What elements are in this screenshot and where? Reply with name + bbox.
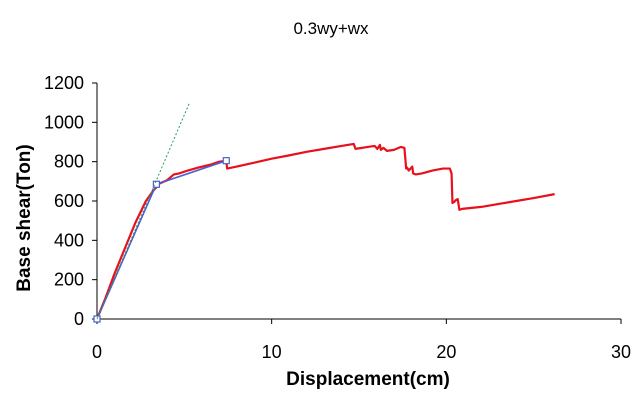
y-tick-label: 0 bbox=[74, 309, 84, 329]
y-tick-label: 400 bbox=[54, 230, 84, 250]
y-tick-label: 1000 bbox=[44, 112, 84, 132]
series-2-line bbox=[96, 102, 191, 320]
y-axis-label: Base shear(Ton) bbox=[14, 144, 35, 291]
series-1-line bbox=[96, 159, 227, 320]
x-axis-label: Displacement(cm) bbox=[286, 369, 450, 390]
y-tick-label: 800 bbox=[54, 152, 84, 172]
x-tick-label: 30 bbox=[611, 342, 631, 362]
plot-area: 0 200 400 600 800 1000 1200 0 10 20 30 bbox=[44, 73, 631, 362]
series-1-marker bbox=[222, 157, 230, 165]
x-tick-label: 10 bbox=[262, 342, 282, 362]
x-tick-label: 0 bbox=[92, 342, 102, 362]
series-0-line bbox=[95, 142, 555, 320]
y-tick-label: 600 bbox=[54, 191, 84, 211]
x-tick-label: 20 bbox=[436, 342, 456, 362]
y-tick-label: 1200 bbox=[44, 73, 84, 93]
chart-title: 0.3wy+wx bbox=[293, 19, 369, 38]
y-tick-label: 200 bbox=[54, 270, 84, 290]
